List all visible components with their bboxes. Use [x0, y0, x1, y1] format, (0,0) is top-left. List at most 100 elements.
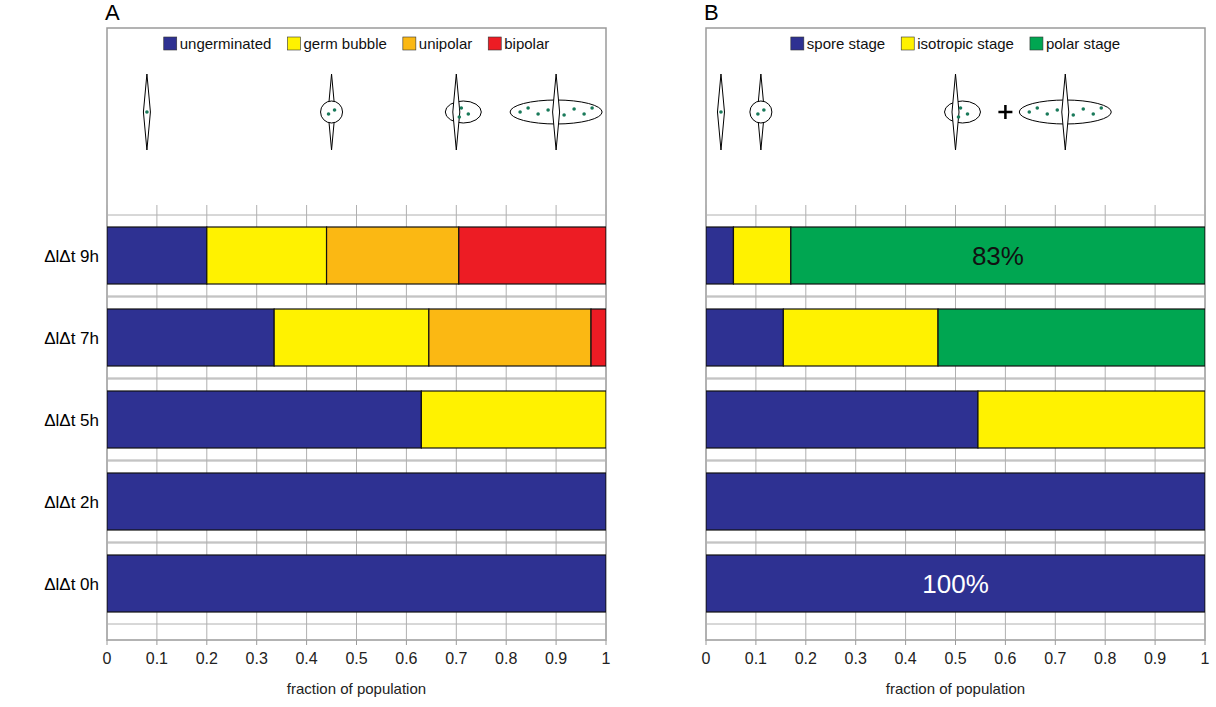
nucleus-icon: [327, 112, 331, 116]
nucleus-icon: [762, 108, 766, 112]
tick-mark: [556, 640, 557, 645]
nucleus-icon: [1035, 106, 1039, 110]
tick-mark: [1055, 640, 1056, 645]
nucleus-icon: [1071, 113, 1075, 117]
bar-segment: [591, 309, 606, 366]
unipolar-icon: [945, 101, 981, 123]
nucleus-icon: [582, 112, 586, 116]
bar-segment: [327, 227, 459, 284]
row-line: [706, 296, 1205, 297]
nucleus-icon: [546, 108, 550, 112]
row-line: [107, 297, 606, 298]
spore-icon: [553, 74, 560, 150]
tick-label: 0.9: [545, 650, 567, 667]
category-label: ΔlΔt 2h: [44, 493, 99, 512]
row-line: [706, 624, 1205, 625]
nucleus-icon: [756, 112, 760, 116]
bar-segment: [605, 391, 606, 448]
row-line: [107, 379, 606, 380]
tick-label: 0.1: [146, 650, 168, 667]
tick-label: 0.5: [944, 650, 966, 667]
bar-segment: [107, 227, 207, 284]
nucleus-icon: [467, 112, 471, 116]
legend-label: polar stage: [1046, 35, 1120, 52]
nucleus-icon: [562, 113, 566, 117]
tick-label: 0.7: [1044, 650, 1066, 667]
bar-segment: [107, 555, 606, 612]
tick-label: 0.6: [395, 650, 417, 667]
legend-label: isotropic stage: [917, 35, 1014, 52]
tick-mark: [107, 640, 108, 645]
tick-label: 0.3: [246, 650, 268, 667]
bars: [107, 227, 606, 612]
bar-segment: [978, 391, 1205, 448]
bar-segment: [107, 391, 421, 448]
row-line: [107, 461, 606, 462]
row-line: [706, 378, 1205, 379]
bar-segment: [938, 309, 1205, 366]
tick-mark: [805, 640, 806, 645]
nucleus-icon: [966, 112, 970, 116]
tick-label: 0.8: [495, 650, 517, 667]
plot-frame: [107, 28, 606, 640]
legend: spore stageisotropic stagepolar stage: [791, 35, 1120, 52]
category-label: ΔlΔt 5h: [44, 411, 99, 430]
unipolar-icon: [445, 101, 481, 123]
row-line: [706, 379, 1205, 380]
bar-segment: [605, 555, 606, 612]
bar-segment: [605, 391, 606, 448]
nucleus-icon: [1027, 110, 1031, 114]
row-line: [706, 215, 1205, 216]
bar-segment: [274, 309, 429, 366]
legend-swatch: [488, 37, 501, 50]
nucleus-icon: [333, 108, 337, 112]
bar-segment: [1204, 555, 1205, 612]
tick-label: 1: [602, 650, 611, 667]
nucleus-icon: [460, 106, 464, 110]
legend-label: unipolar: [419, 35, 472, 52]
legend-swatch: [403, 37, 416, 50]
stage-icons: [717, 74, 1111, 150]
row-line: [107, 215, 606, 216]
row-line: [107, 542, 606, 543]
bar-segment: [706, 473, 1205, 530]
nucleus-icon: [1045, 112, 1049, 116]
bar-segment: [605, 473, 606, 530]
panel: A00.10.20.30.40.50.60.70.80.91fraction o…: [44, 0, 610, 697]
tick-mark: [905, 640, 906, 645]
nucleus-icon: [959, 106, 963, 110]
bar-segment: [605, 473, 606, 530]
tick-mark: [206, 640, 207, 645]
bar-segment: [459, 227, 606, 284]
bar-segment: [421, 391, 606, 448]
tick-mark: [1155, 640, 1156, 645]
nucleus-icon: [145, 110, 149, 114]
bar-segment: [706, 391, 978, 448]
tick-label: 0.2: [196, 650, 218, 667]
tick-label: 0.6: [994, 650, 1016, 667]
category-label: ΔlΔt 7h: [44, 329, 99, 348]
data-labels: 83%100%: [922, 241, 1024, 599]
bar-segment: [706, 227, 733, 284]
tick-mark: [755, 640, 756, 645]
legend-swatch: [1030, 37, 1043, 50]
legend: ungerminatedgerm bubbleunipolarbipolar: [164, 35, 550, 52]
nucleus-icon: [590, 106, 594, 110]
figure: A00.10.20.30.40.50.60.70.80.91fraction o…: [0, 0, 1216, 707]
plot-frame: [706, 28, 1205, 640]
spore-icon: [453, 74, 460, 150]
nucleus-icon: [719, 110, 723, 114]
axis-title: fraction of population: [886, 680, 1025, 697]
legend-swatch: [287, 37, 300, 50]
bar-segment: [1204, 391, 1205, 448]
bar-segment: [783, 309, 938, 366]
row-line: [706, 297, 1205, 298]
bar-segment: [706, 555, 1205, 612]
bar-segment: [791, 227, 1205, 284]
tick-mark: [1105, 640, 1106, 645]
row-line: [107, 460, 606, 461]
tick-label: 0.7: [445, 650, 467, 667]
spore-icon: [717, 74, 724, 150]
axis-title: fraction of population: [287, 680, 426, 697]
tick-label: 0.9: [1144, 650, 1166, 667]
